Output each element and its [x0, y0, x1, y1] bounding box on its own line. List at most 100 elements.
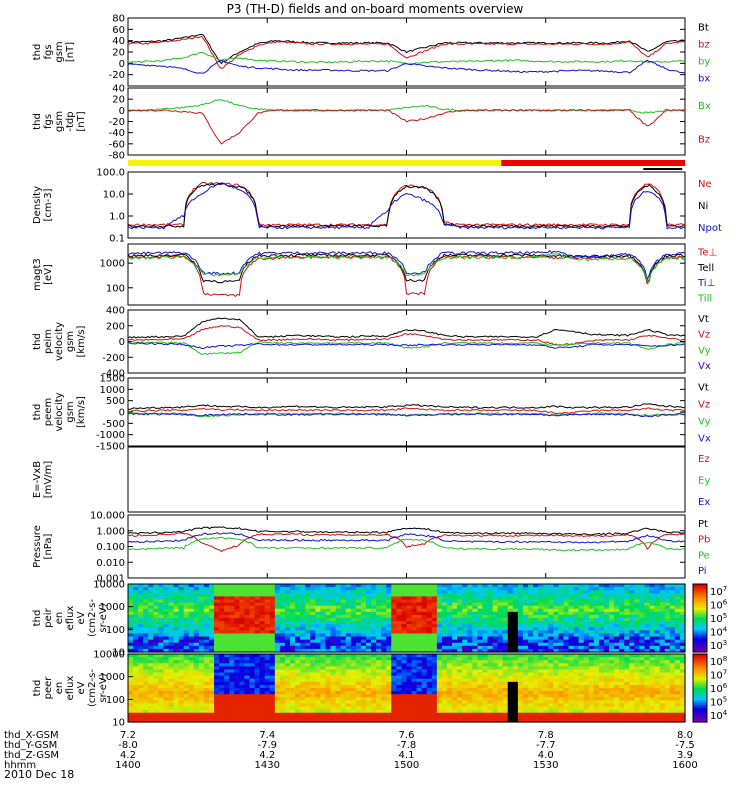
y-axis-label: E=-VxB [32, 461, 43, 498]
y-tick-label: -80 [109, 151, 125, 162]
panel-e-field: E=-VxB [mV/m] Ez Ey Ex [32, 446, 710, 513]
series-line-Vt [127, 317, 686, 339]
legend-bz: bz [698, 40, 710, 51]
y-tick-label: 40 [112, 84, 125, 95]
x-axis-row-value: 1500 [394, 760, 419, 771]
y-tick-label: 1000 [100, 385, 125, 396]
legend-Pe: Pe [698, 550, 710, 561]
legend-Ex: Ex [698, 497, 710, 508]
colorbar-frame [692, 583, 708, 653]
y-tick-label: 100 [106, 283, 125, 294]
colorbar-tick-label: 108 [710, 655, 727, 668]
x-axis-row-value: 7.6 [399, 730, 415, 741]
y-tick-label: -40 [109, 128, 125, 139]
y-tick-label: 1500 [100, 374, 125, 385]
y-axis-label: magt3 [32, 258, 43, 291]
y-axis-label: gsm [54, 41, 65, 62]
y-tick-label: 100 [106, 695, 125, 706]
y-tick-label: 10 [112, 648, 125, 659]
mode-bar-yellow [128, 160, 502, 166]
y-axis-label: peer [43, 676, 54, 700]
series-line-Tell [127, 253, 686, 284]
y-tick-label: 0.1 [109, 234, 125, 245]
series-line-Vz [127, 407, 686, 415]
series-line-Npot [127, 182, 686, 230]
y-tick-label: -60 [109, 139, 125, 150]
panel-peem-velocity: thd peem velocity gsm [km/s] -1500-1000-50005… [32, 374, 711, 453]
colorbar-tick-label: 105 [710, 612, 727, 625]
panel-peer-spectrogram: thd peer en eflux eV (cm2-s-sr-eV) 10 100 1000 10… [32, 650, 728, 729]
y-axis-label: eV [76, 681, 87, 694]
y-tick-label: -500 [102, 419, 125, 430]
y-axis-label: thd [32, 404, 43, 421]
y-axis-label: peim [43, 329, 54, 354]
y-axis-label: -tdp [65, 111, 76, 131]
y-tick-label: -20 [109, 117, 125, 128]
series-line-Ni [127, 182, 686, 228]
x-axis-row-value: 3.9 [677, 750, 693, 761]
y-tick-label: 100.0 [96, 168, 125, 179]
y-axis-label: fgs [43, 114, 54, 129]
y-axis-label: [nT] [76, 111, 87, 131]
y-axis-label: sr-eV) [98, 603, 109, 632]
legend-Npot: Npot [698, 223, 722, 234]
legend-Ti⊥: Ti⊥ [697, 278, 715, 289]
y-tick-label: 1000 [100, 259, 125, 270]
legend-Vy: Vy [698, 417, 711, 428]
y-axis-label: thd [32, 333, 43, 350]
y-axis-label: gsm [65, 331, 76, 352]
x-axis-row-value: 4.0 [538, 750, 554, 761]
y-tick-label: -1500 [96, 442, 125, 453]
y-tick-label: 0 [119, 59, 125, 70]
series-line-Vz [127, 324, 686, 346]
legend-Pt: Pt [698, 519, 708, 530]
y-axis-label: sr-eV) [98, 673, 109, 702]
x-axis-rows: thd_X-GSM 7.2 7.4 7.6 7.8 8.0 thd_Y-GSM -8.0 -7.… [4, 730, 698, 771]
y-axis-label: thd [32, 44, 43, 61]
x-axis-row-value: 7.2 [120, 730, 136, 741]
y-axis-label: eflux [65, 676, 76, 701]
x-axis-row-value: -8.0 [118, 740, 138, 751]
x-axis-row-label: thd_Z-GSM [4, 750, 59, 761]
mode-bar-red [501, 160, 685, 166]
series-line-Vx [127, 342, 686, 350]
y-axis-label: [eV] [43, 264, 54, 285]
y-tick-label: 1000 [100, 672, 125, 683]
y-tick-label: 0 [119, 337, 125, 348]
legend-Ni: Ni [698, 201, 708, 212]
series-line-bz [127, 35, 686, 69]
y-tick-label: 20 [112, 95, 125, 106]
y-tick-label: 100 [106, 625, 125, 636]
x-axis-row-value: 4.1 [399, 750, 415, 761]
x-axis-row-value: -7.8 [397, 740, 417, 751]
y-tick-label: 400 [106, 306, 125, 317]
y-tick-label: 0.001 [96, 574, 125, 585]
legend-Vz: Vz [698, 400, 710, 411]
y-tick-label: 10000 [93, 580, 125, 591]
y-axis-label: en [54, 612, 65, 625]
legend-Bx: Bx [698, 101, 711, 112]
plot-frame [127, 583, 686, 653]
plot-frame [127, 171, 686, 239]
x-axis-row-value: 7.4 [259, 730, 275, 741]
y-axis-label: en [54, 682, 65, 695]
x-axis-row-value: 1600 [672, 760, 697, 771]
x-axis-row-label: thd_X-GSM [4, 730, 59, 741]
x-axis-row-label: hhmm [4, 760, 36, 771]
panel-temperature: magt3 [eV] 100 1000 Te⊥ Tell Ti⊥ Till [32, 243, 717, 306]
legend-Ne: Ne [698, 179, 712, 190]
legend-Vz: Vz [698, 330, 710, 341]
y-tick-label: 80 [112, 14, 125, 25]
colorbar-tick-label: 103 [710, 639, 727, 652]
legend-Vt: Vt [698, 314, 709, 325]
x-axis-row-value: 4.2 [259, 750, 275, 761]
y-tick-label: 1.0 [109, 212, 125, 223]
y-axis-label: Pressure [32, 525, 43, 568]
series-line-Bz [128, 108, 686, 145]
y-axis-label: peir [43, 607, 54, 627]
y-tick-label: 10.0 [103, 190, 125, 201]
series-line-Vy [127, 340, 686, 356]
y-tick-label: 40 [112, 36, 125, 47]
y-tick-label: 0 [119, 408, 125, 419]
